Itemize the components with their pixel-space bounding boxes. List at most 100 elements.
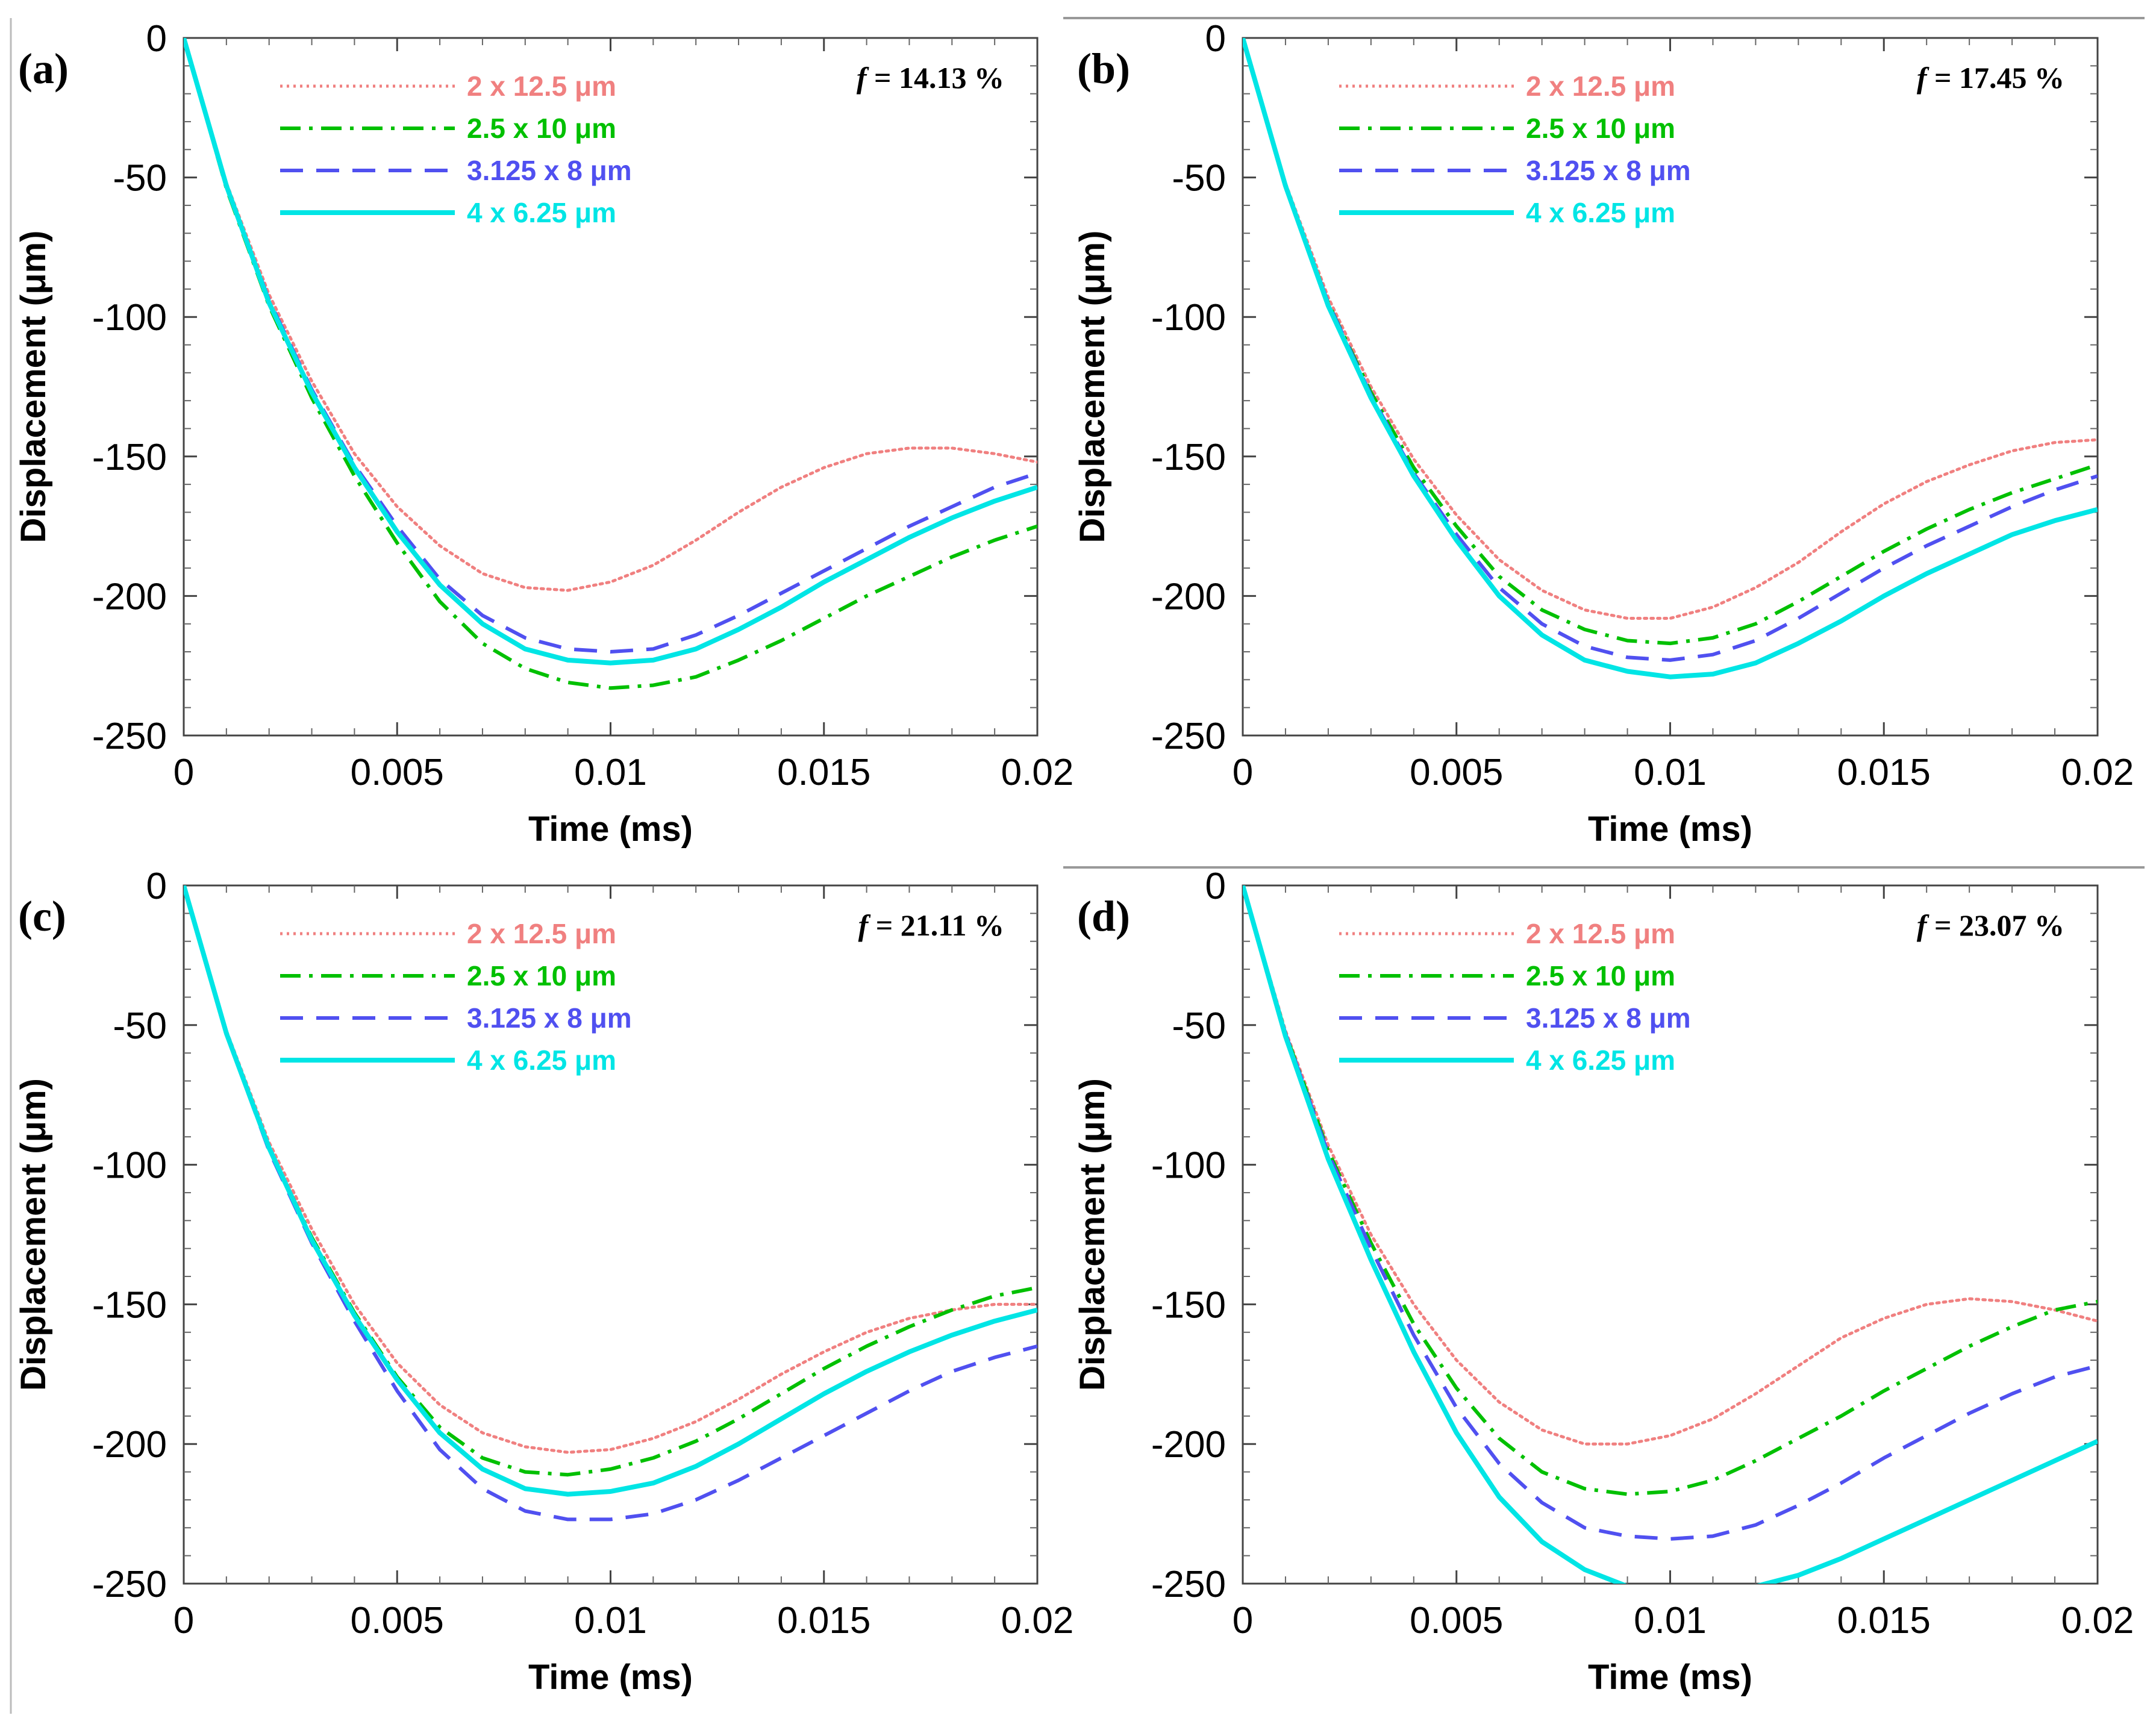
x-tick-label: 0 (173, 752, 194, 793)
x-tick-label: 0.005 (1410, 1600, 1503, 1641)
chart-panel-a: 0 0.005 0.01 0.015 0.02 0 -50 -100 -150 -200 -250 T… (14, 18, 1073, 849)
legend: 2 x 12.5 μm 2.5 x 10 μm 3.125 x 8 μm 4 x 6.… (280, 70, 632, 228)
panels-group: 0 0.005 0.01 0.015 0.02 0 -50 -100 -150 -200 -250 T… (10, 17, 2145, 1714)
legend-label-2: 2.5 x 10 μm (467, 113, 616, 144)
legend-label-1: 2 x 12.5 μm (1526, 918, 1675, 949)
volume-fraction-value: = 21.11 % (868, 908, 1004, 942)
x-tick-label: 0.01 (1634, 752, 1707, 793)
series-line-2 (184, 885, 1037, 1477)
volume-fraction-annotation: f = 17.45 % (1917, 61, 2064, 95)
panel-label: (a) (18, 45, 69, 93)
y-tick-label: -200 (1151, 576, 1226, 617)
y-tick-label: -150 (1151, 1284, 1226, 1326)
legend-label-3: 3.125 x 8 μm (467, 155, 632, 186)
series-line-1 (1243, 38, 2098, 620)
series-group (1243, 885, 2098, 1584)
y-tick-label: -150 (92, 437, 167, 478)
y-tick-label: -150 (92, 1284, 167, 1326)
x-tick-label: 0.01 (574, 752, 647, 793)
y-axis-title: Displacement (μm) (1073, 231, 1112, 543)
volume-fraction-symbol: f (858, 908, 871, 942)
series-line-4 (1243, 885, 2098, 1584)
x-tick-label: 0 (1233, 1600, 1253, 1641)
panel-label: (c) (18, 892, 66, 940)
x-axis-title: Time (ms) (1588, 1658, 1752, 1697)
x-tick-label: 0.015 (777, 1600, 870, 1641)
legend-label-4: 4 x 6.25 μm (1526, 197, 1675, 228)
series-line-2 (1243, 885, 2098, 1496)
volume-fraction-value: = 14.13 % (867, 61, 1005, 95)
y-tick-label: -100 (1151, 297, 1226, 339)
y-tick-label: 0 (1205, 866, 1226, 907)
legend-label-3: 3.125 x 8 μm (1526, 1002, 1691, 1034)
x-tick-label: 0.01 (574, 1600, 647, 1641)
x-tick-label: 0.015 (1837, 1600, 1931, 1641)
volume-fraction-annotation: f = 23.07 % (1917, 908, 2064, 942)
y-tick-label: -50 (113, 158, 167, 199)
legend-label-1: 2 x 12.5 μm (1526, 70, 1675, 102)
volume-fraction-annotation: f = 14.13 % (857, 61, 1004, 95)
volume-fraction-value: = 17.45 % (1927, 61, 2065, 95)
y-tick-label: -200 (92, 1424, 167, 1466)
series-line-1 (184, 38, 1037, 592)
chart-panel-d: 0 0.005 0.01 0.015 0.02 0 -50 -100 -150 -200 -250 T… (1073, 866, 2134, 1697)
y-axis-title: Displacement (μm) (14, 1078, 53, 1391)
x-tick-label: 0.02 (2061, 752, 2134, 793)
legend-label-4: 4 x 6.25 μm (467, 197, 616, 228)
x-axis-title: Time (ms) (1588, 810, 1752, 849)
x-axis-title: Time (ms) (528, 810, 693, 849)
y-tick-label: -100 (92, 297, 167, 339)
y-axis-title: Displacement (μm) (1073, 1078, 1112, 1391)
series-group (184, 885, 1037, 1522)
legend: 2 x 12.5 μm 2.5 x 10 μm 3.125 x 8 μm 4 x 6.… (1339, 918, 1691, 1076)
y-tick-label: -250 (92, 1564, 167, 1605)
y-tick-label: 0 (1205, 18, 1226, 60)
x-tick-label: 0.02 (2061, 1600, 2134, 1641)
volume-fraction-symbol: f (1917, 61, 1929, 95)
chart-panel-c: 0 0.005 0.01 0.015 0.02 0 -50 -100 -150 -200 -250 T… (14, 866, 1073, 1697)
legend: 2 x 12.5 μm 2.5 x 10 μm 3.125 x 8 μm 4 x 6.… (1339, 70, 1691, 228)
y-tick-label: -100 (92, 1145, 167, 1187)
series-line-1 (1243, 885, 2098, 1446)
series-line-2 (184, 38, 1037, 690)
y-tick-label: -50 (1172, 158, 1226, 199)
x-tick-label: 0.01 (1634, 1600, 1707, 1641)
series-line-4 (184, 38, 1037, 666)
legend-label-4: 4 x 6.25 μm (467, 1044, 616, 1076)
x-tick-label: 0.015 (777, 752, 870, 793)
y-tick-label: -150 (1151, 437, 1226, 478)
y-tick-label: 0 (146, 866, 167, 907)
series-line-4 (1243, 38, 2098, 679)
legend-label-1: 2 x 12.5 μm (467, 70, 616, 102)
chart-panel-b: 0 0.005 0.01 0.015 0.02 0 -50 -100 -150 -200 -250 T… (1073, 18, 2134, 849)
series-line-1 (184, 885, 1037, 1454)
volume-fraction-value: = 23.07 % (1927, 908, 2065, 942)
volume-fraction-symbol: f (1917, 908, 1929, 942)
legend-label-3: 3.125 x 8 μm (1526, 155, 1691, 186)
x-tick-label: 0 (173, 1600, 194, 1641)
x-tick-label: 0.005 (351, 752, 444, 793)
series-line-2 (1243, 38, 2098, 646)
x-axis-title: Time (ms) (528, 1658, 693, 1697)
legend-label-4: 4 x 6.25 μm (1526, 1044, 1675, 1076)
legend: 2 x 12.5 μm 2.5 x 10 μm 3.125 x 8 μm 4 x 6.… (280, 918, 632, 1076)
x-tick-label: 0.005 (1410, 752, 1503, 793)
legend-label-3: 3.125 x 8 μm (467, 1002, 632, 1034)
x-tick-label: 0.005 (351, 1600, 444, 1641)
y-tick-label: -200 (1151, 1424, 1226, 1466)
y-tick-label: -200 (92, 576, 167, 617)
x-tick-label: 0.02 (1001, 1600, 1074, 1641)
y-tick-label: -50 (113, 1005, 167, 1047)
y-axis-title: Displacement (μm) (14, 231, 53, 543)
y-tick-label: -250 (1151, 1564, 1226, 1605)
legend-label-2: 2.5 x 10 μm (1526, 113, 1675, 144)
y-tick-label: -250 (92, 716, 167, 757)
y-tick-label: -100 (1151, 1145, 1226, 1187)
x-tick-label: 0.015 (1837, 752, 1931, 793)
series-line-3 (1243, 885, 2098, 1541)
legend-label-1: 2 x 12.5 μm (467, 918, 616, 949)
y-tick-label: 0 (146, 18, 167, 60)
panel-label: (d) (1077, 892, 1130, 940)
y-tick-label: -50 (1172, 1005, 1226, 1047)
